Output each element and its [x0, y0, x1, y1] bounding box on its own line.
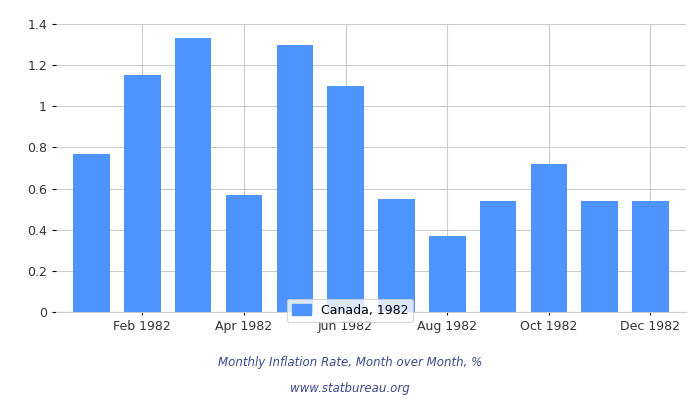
Bar	[378, 199, 414, 312]
Bar	[632, 201, 668, 312]
Text: Monthly Inflation Rate, Month over Month, %: Monthly Inflation Rate, Month over Month…	[218, 356, 482, 369]
Text: www.statbureau.org: www.statbureau.org	[290, 382, 410, 395]
Bar	[124, 76, 161, 312]
Bar	[581, 201, 618, 312]
Bar	[480, 201, 517, 312]
Bar	[328, 86, 364, 312]
Bar	[74, 154, 110, 312]
Bar	[225, 195, 262, 312]
Bar	[276, 44, 313, 312]
Legend: Canada, 1982: Canada, 1982	[287, 299, 413, 322]
Bar	[175, 38, 211, 312]
Bar	[429, 236, 466, 312]
Bar	[531, 164, 567, 312]
